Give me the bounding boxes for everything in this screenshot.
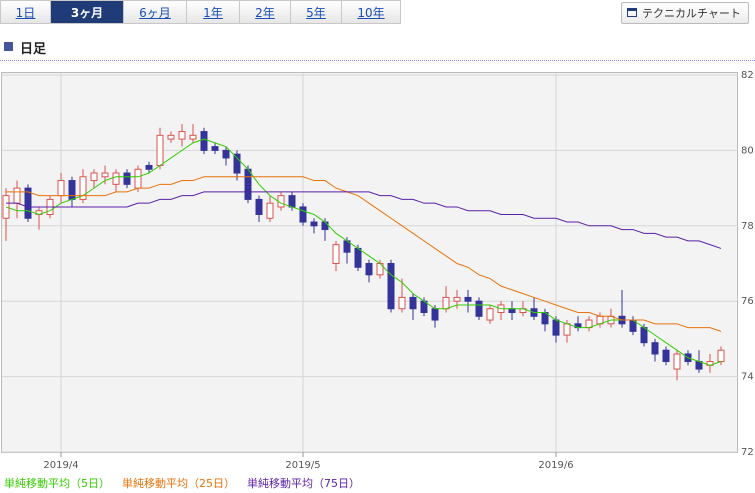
candle-body xyxy=(123,172,131,185)
candle-body xyxy=(167,134,175,140)
candle-body xyxy=(24,187,32,219)
candle-body xyxy=(189,134,197,140)
candle-body xyxy=(508,308,516,314)
candle-body xyxy=(134,168,142,189)
candle-body xyxy=(354,247,362,268)
y-tick-label: 80 xyxy=(741,145,754,156)
candle-body xyxy=(101,172,109,178)
candle-body xyxy=(112,172,120,185)
candle-body xyxy=(211,146,219,151)
period-tabs: 1日 3ヶ月 6ヶ月 1年 2年 5年 10年 xyxy=(0,0,401,24)
candle-body xyxy=(475,300,483,317)
candle-body xyxy=(662,349,670,363)
candle-body xyxy=(310,221,318,227)
tab[interactable]: 5年 xyxy=(291,0,342,24)
candle-body xyxy=(68,180,76,200)
ma-line xyxy=(5,138,722,366)
candle-body xyxy=(299,206,307,223)
candle-body xyxy=(563,323,571,336)
candle-body xyxy=(288,195,296,208)
ma-line xyxy=(6,176,722,332)
candle-body xyxy=(431,308,439,321)
candle-body xyxy=(233,153,241,174)
candle-body xyxy=(717,349,725,363)
tab[interactable]: 1年 xyxy=(187,0,240,24)
candle-body xyxy=(464,296,472,302)
section-header: 日足 xyxy=(4,38,46,57)
candle-body xyxy=(178,131,186,140)
candle-body xyxy=(57,180,65,197)
tab[interactable]: 2年 xyxy=(240,0,291,24)
button-label: テクニカルチャート xyxy=(642,7,741,20)
candle-body xyxy=(90,172,98,182)
tab[interactable]: 3ヶ月 xyxy=(51,0,124,24)
candle-body xyxy=(453,296,461,302)
candle-body xyxy=(486,308,494,321)
candle-body xyxy=(79,176,87,200)
candle-body xyxy=(255,198,263,215)
section-title: 日足 xyxy=(20,42,47,57)
legend-label: 単純移動平均（5日） xyxy=(4,476,110,490)
tab[interactable]: 6ヶ月 xyxy=(124,0,187,24)
candle-body xyxy=(398,296,406,310)
candle-body xyxy=(222,149,230,159)
tab[interactable]: 1日 xyxy=(0,0,51,24)
candle-body xyxy=(200,131,208,151)
technical-chart-button[interactable]: テクニカルチャート xyxy=(621,2,749,24)
candle-body xyxy=(552,319,560,336)
legend-label: 単純移動平均（25日） xyxy=(122,476,235,490)
candle-body xyxy=(442,296,450,310)
x-tick-label: 2019/6 xyxy=(538,460,573,471)
candle-body xyxy=(409,296,417,310)
ma-line xyxy=(6,191,722,249)
icon xyxy=(627,8,637,17)
y-tick-label: 74 xyxy=(741,372,754,383)
x-tick-label: 2019/5 xyxy=(285,460,320,471)
tab[interactable]: 10年 xyxy=(342,0,401,24)
y-tick-label: 78 xyxy=(741,221,754,232)
candle-body xyxy=(156,134,164,166)
candle-body xyxy=(244,168,252,200)
candle-body xyxy=(321,221,329,231)
y-tick-label: 72 xyxy=(741,447,754,458)
candle-body xyxy=(365,263,373,276)
legend-label: 単純移動平均（75日） xyxy=(247,476,360,490)
candle-body xyxy=(266,202,274,219)
divider xyxy=(0,60,755,61)
candle-body xyxy=(640,327,648,344)
candle-body xyxy=(673,353,681,370)
candle-body xyxy=(332,244,340,264)
candle-body xyxy=(145,164,153,170)
x-tick-label: 2019/4 xyxy=(43,460,78,471)
candle-body xyxy=(387,263,395,310)
candle-body xyxy=(651,342,659,355)
y-tick-label: 76 xyxy=(741,296,754,307)
y-tick-label: 82 xyxy=(741,70,754,81)
icon xyxy=(4,42,13,51)
candle-body xyxy=(13,187,21,204)
